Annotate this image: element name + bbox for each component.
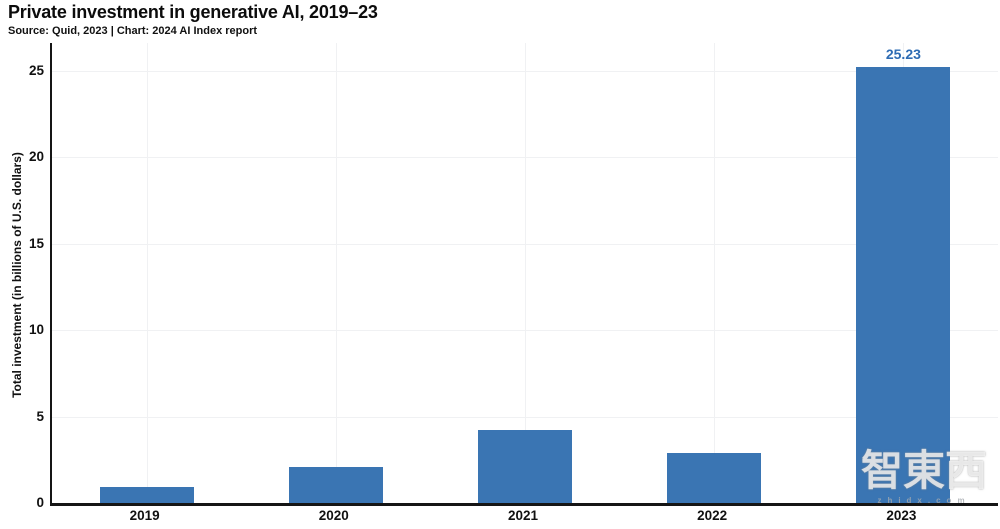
gridline-vertical [146,43,148,503]
chart-source-line: Source: Quid, 2023 | Chart: 2024 AI Inde… [8,25,258,37]
bar-value-label-2023: 25.23 [885,45,921,62]
bar-2022 [667,452,762,503]
gridline-vertical [335,43,337,503]
y-tick-label: 10 [28,322,44,338]
x-tick-label-2022: 2022 [697,508,728,523]
plot-area: 25.23 [50,43,998,506]
gridline-vertical [525,43,526,503]
x-tick-label-2020: 2020 [318,508,349,523]
x-tick-label-2021: 2021 [507,508,539,523]
x-tick-label-2019: 2019 [129,508,160,523]
x-tick-label-2023: 2023 [886,508,917,523]
y-axis-tick-labels: 0 5 10 15 20 25 [0,43,44,509]
chart-title: Private investment in generative AI, 201… [8,2,378,22]
y-tick-label: 0 [36,495,44,510]
x-axis-tick-labels: 2019 2020 2021 2022 2023 [50,508,996,526]
y-tick-label: 5 [36,408,44,424]
bar-2019 [99,487,194,503]
y-tick-label: 25 [28,62,44,78]
bar-2020 [288,466,383,503]
y-tick-label: 15 [28,235,44,251]
bar-2023 [856,66,951,503]
y-tick-label: 20 [28,149,44,165]
bar-2021 [478,430,572,503]
gridline-vertical [714,43,716,503]
